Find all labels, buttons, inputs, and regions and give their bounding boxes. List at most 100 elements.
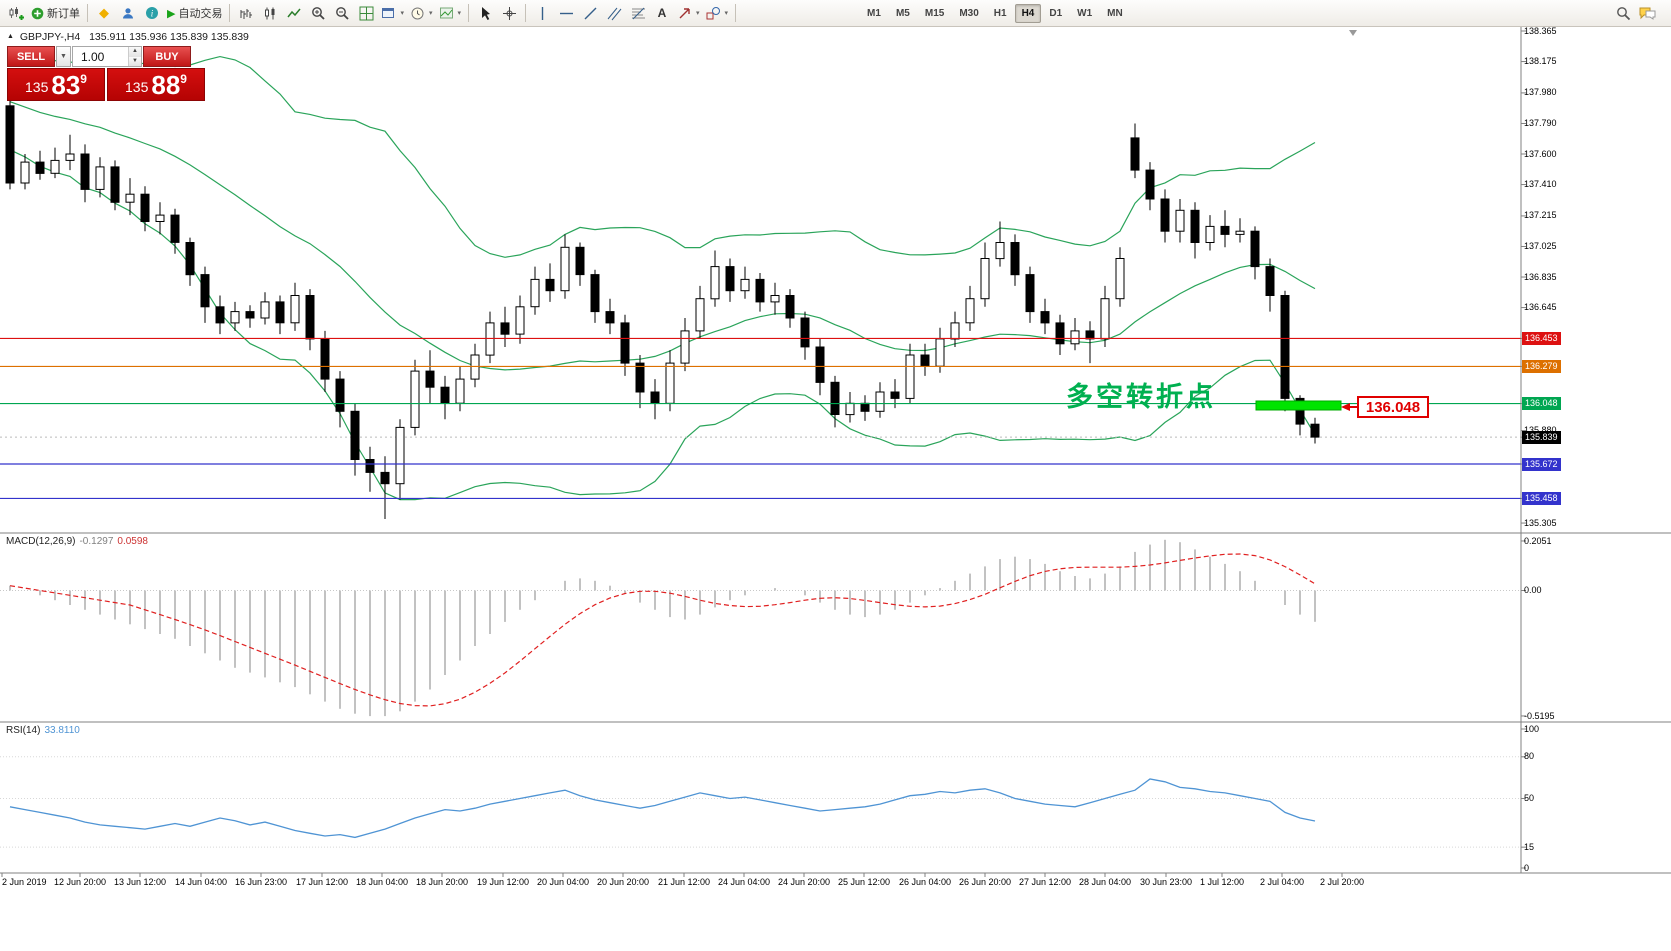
arrange-windows-button[interactable]: ▾: [378, 2, 407, 24]
time-axis-label: 26 Jun 20:00: [958, 877, 1012, 887]
new-chart-button[interactable]: [4, 2, 28, 24]
search-button[interactable]: [1611, 2, 1635, 24]
new-order-icon: [31, 7, 44, 20]
mql5-button[interactable]: ◆: [92, 2, 116, 24]
toolbar: 新订单 ◆ i ▶ 自动交易 ▾ ▾ ▾ A ▾ ▾ M1: [0, 0, 1671, 27]
macd-layer: [0, 539, 1521, 717]
toolbar-separator: [525, 4, 527, 22]
timeframe-m5[interactable]: M5: [895, 7, 910, 19]
timeframe-h1[interactable]: H1: [993, 7, 1007, 19]
trendline-button[interactable]: [578, 2, 602, 24]
channel-button[interactable]: [602, 2, 626, 24]
zoom-out-button[interactable]: [330, 2, 354, 24]
symbol-ohlc-info: ▲ GBPJPY-,H4 135.911 135.936 135.839 135…: [7, 31, 249, 43]
sell-price-prefix: 135: [25, 79, 49, 95]
timeframe-h4[interactable]: H4: [1014, 3, 1042, 23]
autotrading-button[interactable]: ▶ 自动交易: [164, 2, 225, 24]
symbol-marker-icon: ▲: [7, 33, 14, 40]
cursor-icon: [478, 6, 493, 21]
volume-input[interactable]: 1.00 ▲ ▼: [72, 46, 142, 67]
spinner-down-icon[interactable]: ▼: [129, 56, 141, 66]
shapes-icon: [706, 6, 721, 21]
time-axis-label: 26 Jun 04:00: [898, 877, 952, 887]
sell-button[interactable]: SELL: [7, 46, 55, 67]
line-chart-button[interactable]: [282, 2, 306, 24]
candlestick-chart-button[interactable]: [258, 2, 282, 24]
bar-chart-button[interactable]: [234, 2, 258, 24]
timeframe-m30[interactable]: M30: [959, 7, 979, 19]
sell-price-sup: 9: [80, 72, 87, 86]
template-dropdown-button[interactable]: ▾: [436, 2, 465, 24]
buy-price-display[interactable]: 135 88 9: [107, 68, 205, 101]
sell-price-display[interactable]: 135 83 9: [7, 68, 105, 101]
period-dropdown-button[interactable]: ▾: [407, 2, 436, 24]
crosshair-button[interactable]: [497, 2, 521, 24]
macd-value: -0.1297: [79, 536, 114, 547]
tile-windows-button[interactable]: [354, 2, 378, 24]
rsi-name: RSI(14): [6, 725, 41, 736]
main-chart-layer: [0, 52, 1521, 519]
timeframe-m15[interactable]: M15: [924, 7, 945, 19]
time-axis-label: 2 Jul 04:00: [1259, 877, 1305, 887]
shapes-tool-button[interactable]: ▾: [703, 2, 732, 24]
rsi-axis-label: 80: [1524, 751, 1535, 762]
chevron-down-icon: ▾: [696, 10, 700, 17]
turning-point-annotation[interactable]: 多空转折点: [1066, 382, 1216, 412]
buy-button[interactable]: BUY: [143, 46, 191, 67]
chart-shift-marker[interactable]: [1349, 30, 1357, 36]
timeframe-d1[interactable]: D1: [1049, 7, 1063, 19]
buy-price-prefix: 135: [125, 79, 149, 95]
price-axis-label: 137.980: [1524, 87, 1557, 98]
rsi-axis-label: 15: [1524, 841, 1535, 852]
vertical-line-icon: [535, 6, 550, 21]
fibonacci-button[interactable]: [626, 2, 650, 24]
rsi-axis-label: 50: [1524, 793, 1535, 803]
arrows-tool-button[interactable]: ▾: [674, 2, 703, 24]
search-icon: [1616, 6, 1631, 21]
window-icon: [381, 6, 396, 21]
price-axis-label: 137.025: [1524, 241, 1557, 251]
zoom-in-button[interactable]: [306, 2, 330, 24]
macd-axis-label: 0.00: [1524, 585, 1542, 595]
new-order-button[interactable]: 新订单: [28, 2, 83, 24]
toolbar-separator: [229, 4, 231, 22]
timeframe-m1[interactable]: M1: [867, 7, 881, 19]
chevron-down-icon: ▾: [457, 10, 462, 17]
line-chart-icon: [287, 6, 302, 21]
rsi-axis-label: 100: [1524, 723, 1540, 734]
time-axis-label: 20 Jun 04:00: [536, 877, 590, 887]
chevron-down-icon: ▾: [428, 10, 433, 17]
order-options-dropdown[interactable]: ▼: [56, 46, 71, 67]
price-axis-label: 135.305: [1524, 517, 1557, 528]
horizontal-line-button[interactable]: [554, 2, 578, 24]
time-axis-label: 20 Jun 20:00: [596, 877, 650, 887]
hline-price-label: 135.458: [1522, 491, 1561, 505]
template-icon: [439, 6, 454, 21]
community-button[interactable]: [116, 2, 140, 24]
time-axis-label: 21 Jun 12:00: [657, 877, 711, 887]
cursor-button[interactable]: [473, 2, 497, 24]
tile-windows-icon: [359, 6, 374, 21]
price-tag-box[interactable]: 136.048: [1357, 396, 1429, 418]
play-icon: ▶: [167, 7, 176, 20]
hline-price-label: 135.672: [1522, 457, 1561, 471]
volume-spinner[interactable]: ▲ ▼: [128, 47, 141, 66]
timeframe-w1[interactable]: W1: [1077, 7, 1093, 19]
chat-icon: [1639, 6, 1656, 21]
svg-text:i: i: [151, 9, 154, 19]
price-axis-label: 138.365: [1524, 25, 1557, 36]
time-axis-label: 2 Jun 2019: [2, 877, 47, 887]
vertical-line-button[interactable]: [530, 2, 554, 24]
text-tool-button[interactable]: A: [650, 2, 674, 24]
fibonacci-icon: [631, 6, 646, 21]
candles: [5, 100, 1320, 519]
text-tool-icon: A: [657, 6, 667, 20]
buy-price-big: 88: [151, 70, 181, 100]
info-button[interactable]: i: [140, 2, 164, 24]
highlight-zone-bar[interactable]: [1255, 400, 1342, 411]
chat-button[interactable]: [1635, 2, 1659, 24]
spinner-up-icon[interactable]: ▲: [129, 47, 141, 57]
macd-signal-line: [9, 553, 1316, 707]
timeframe-mn[interactable]: MN: [1107, 7, 1123, 19]
